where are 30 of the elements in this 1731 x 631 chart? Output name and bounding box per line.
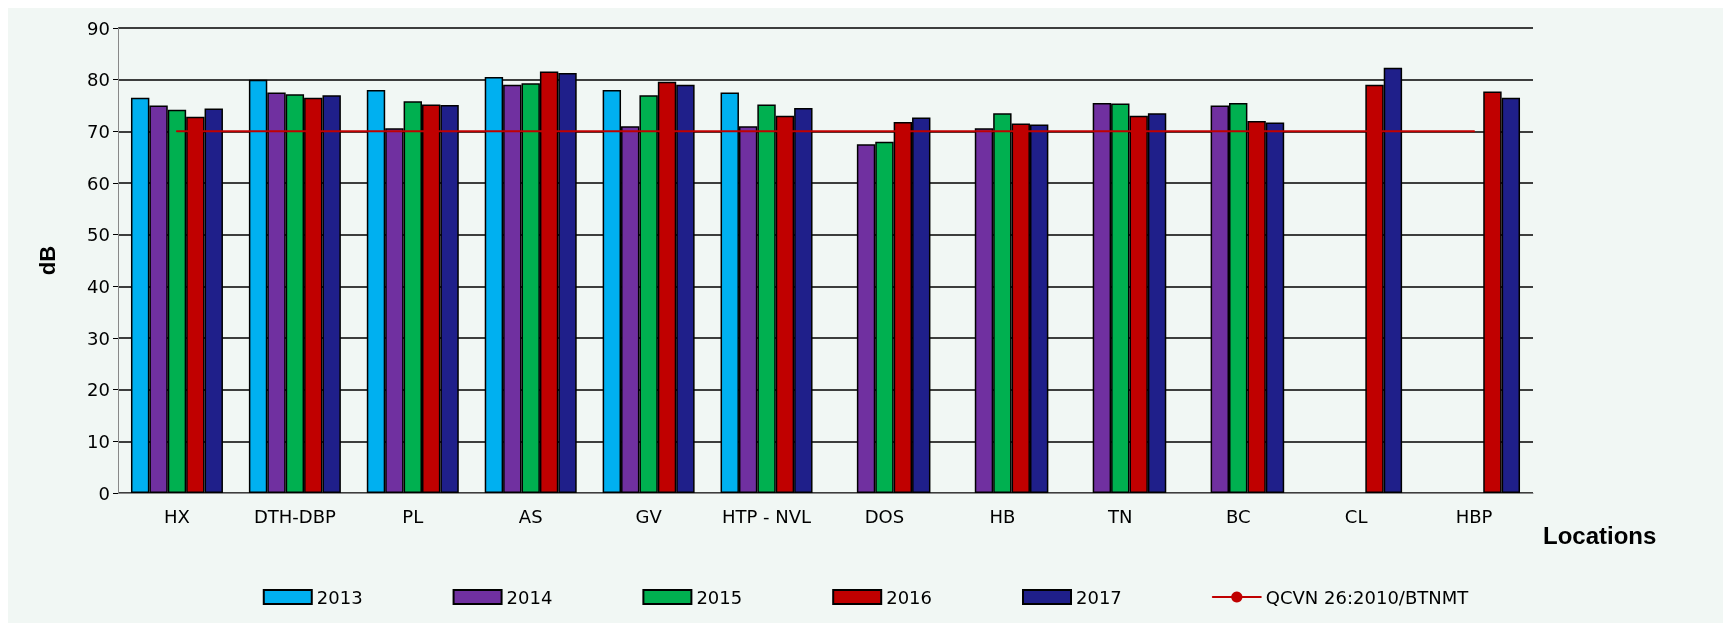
legend-label: 2015 <box>696 586 743 608</box>
y-tick-label: 20 <box>87 379 110 401</box>
x-tick-label: AS <box>518 505 543 527</box>
y-tick-label: 70 <box>87 120 110 142</box>
y-tick-label: 10 <box>87 430 110 452</box>
x-tick-label: HBP <box>1455 505 1493 527</box>
y-tick-label: 80 <box>87 69 110 91</box>
x-tick-label: DOS <box>864 505 905 527</box>
y-tick-label: 60 <box>87 172 110 194</box>
x-tick-label: HB <box>989 505 1016 527</box>
x-tick-label: TN <box>1107 505 1133 527</box>
legend-label: QCVN 26:2010/BTNMT <box>1265 586 1470 608</box>
y-tick-label: 30 <box>87 327 110 349</box>
legend-label: 2013 <box>316 586 363 608</box>
x-tick-label: HX <box>164 505 190 527</box>
x-tick-label: CL <box>1344 505 1368 527</box>
legend-label: 2016 <box>886 586 933 608</box>
x-tick-label: GV <box>635 505 663 527</box>
y-tick-label: 40 <box>87 275 110 297</box>
y-tick-label: 90 <box>87 17 110 39</box>
y-tick-label: 50 <box>87 224 110 246</box>
legend-label: 2017 <box>1076 586 1122 608</box>
x-axis-title: Locations <box>1543 521 1657 549</box>
x-tick-label: PL <box>402 505 424 527</box>
x-tick-label: HTP - NVL <box>721 505 812 527</box>
y-tick-label: 0 <box>98 482 110 504</box>
legend-label: 2014 <box>506 586 553 608</box>
x-tick-label: BC <box>1225 505 1251 527</box>
y-axis-title: dB <box>34 245 60 276</box>
x-tick-label: DTH-DBP <box>253 505 336 527</box>
